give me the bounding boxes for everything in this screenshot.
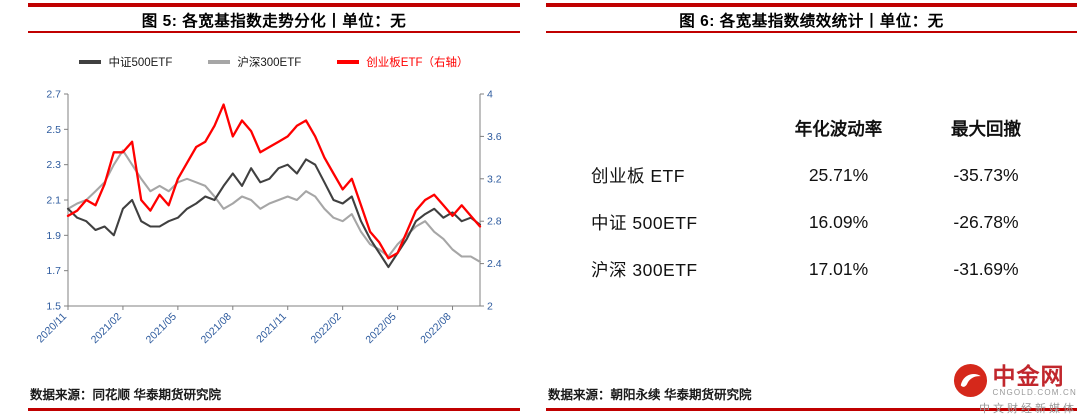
col-header-volatility: 年化波动率: [794, 119, 883, 139]
watermark-domain: CNGOLD.COM.CN: [992, 388, 1077, 398]
svg-text:2.4: 2.4: [487, 258, 502, 270]
chart-area: 1.5 1.7 1.9 2.1 2.3 2.5 2.7 2 2.4 2.8 3.2 3.6 4 2020/…: [28, 82, 520, 372]
performance-table: 年化波动率 最大回撤 创业板 ETF 25.71% -35.73% 中证 500…: [591, 105, 1051, 293]
table-corner-cell: [591, 105, 756, 152]
figure6-panel: 图 6: 各宽基指数绩效统计丨单位：无 年化波动率 最大回撤 创业板 ETF 2…: [546, 0, 1077, 417]
watermark-brand-name: 中金网: [992, 362, 1065, 389]
svg-text:3.2: 3.2: [487, 173, 502, 185]
legend-label-hushen300: 沪深300ETF: [237, 57, 302, 69]
chart-legend: 中证500ETF 沪深300ETF 创业板ETF（右轴）: [28, 54, 520, 70]
hushen300-swatch-icon: [208, 60, 231, 64]
legend-item-zhongzheng500: 中证500ETF: [79, 54, 172, 70]
svg-text:1.5: 1.5: [46, 301, 61, 313]
table-row-drawdown: -35.73%: [953, 165, 1019, 185]
svg-text:2: 2: [487, 301, 493, 313]
figure6-bottom-rule: [546, 408, 1077, 411]
figure6-source: 数据来源：朝阳永续 华泰期货研究院: [548, 388, 752, 402]
svg-text:2020/11: 2020/11: [34, 311, 69, 346]
figure5-bottom-rule: [28, 408, 520, 411]
col-header-drawdown: 最大回撤: [951, 119, 1021, 139]
svg-text:2.3: 2.3: [46, 159, 61, 171]
svg-text:2021/02: 2021/02: [89, 311, 124, 346]
svg-text:2022/02: 2022/02: [308, 311, 343, 346]
table-row-name: 中证 500ETF: [591, 213, 698, 233]
table-row-name: 沪深 300ETF: [591, 260, 698, 280]
figure5-source: 数据来源：同花顺 华泰期货研究院: [30, 388, 221, 402]
table-row-volatility: 25.71%: [808, 165, 869, 185]
legend-item-hushen300: 沪深300ETF: [208, 54, 301, 70]
svg-text:3.6: 3.6: [487, 131, 502, 143]
cngold-watermark: 中金网 CNGOLD.COM.CN 中文财经新媒体: [953, 363, 1080, 416]
figure6-title-rule: [546, 31, 1077, 33]
trend-chart: 1.5 1.7 1.9 2.1 2.3 2.5 2.7 2 2.4 2.8 3.2 3.6 4 2020/…: [34, 89, 502, 346]
svg-text:2021/11: 2021/11: [254, 311, 289, 346]
svg-text:2.5: 2.5: [46, 124, 61, 136]
svg-text:2.1: 2.1: [46, 195, 61, 207]
chuangyeban-swatch-icon: [337, 60, 360, 64]
table-row-volatility: 17.01%: [808, 259, 869, 279]
svg-text:2.8: 2.8: [487, 216, 502, 228]
svg-text:2021/08: 2021/08: [199, 311, 234, 346]
svg-text:1.9: 1.9: [46, 230, 61, 242]
table-row-name: 创业板 ETF: [591, 166, 685, 186]
svg-text:4: 4: [487, 89, 493, 101]
table-row-drawdown: -31.69%: [953, 259, 1019, 279]
svg-text:2021/05: 2021/05: [144, 311, 179, 346]
zhongzheng500-swatch-icon: [79, 60, 102, 64]
figure5-panel: 图 5: 各宽基指数走势分化丨单位：无 中证500ETF 沪深300ETF 创业…: [28, 0, 520, 417]
figure5-title-rule: [28, 31, 520, 33]
figure5-title: 图 5: 各宽基指数走势分化丨单位：无: [141, 13, 407, 30]
svg-text:2022/05: 2022/05: [363, 311, 398, 346]
legend-label-chuangyeban: 创业板ETF（右轴）: [366, 57, 469, 69]
figure5-top-rule: [28, 3, 520, 7]
legend-item-chuangyeban: 创业板ETF（右轴）: [337, 54, 469, 70]
watermark-tagline: 中文财经新媒体: [979, 403, 1077, 415]
cngold-logo-icon: [953, 363, 987, 398]
legend-label-zhongzheng500: 中证500ETF: [108, 57, 173, 69]
figure6-title: 图 6: 各宽基指数绩效统计丨单位：无: [679, 13, 944, 30]
table-row-drawdown: -26.78%: [953, 212, 1019, 232]
figure6-top-rule: [546, 3, 1077, 7]
table-row-volatility: 16.09%: [808, 212, 869, 232]
svg-text:2022/08: 2022/08: [418, 311, 453, 346]
svg-text:2.7: 2.7: [46, 89, 61, 101]
svg-text:1.7: 1.7: [46, 265, 61, 277]
